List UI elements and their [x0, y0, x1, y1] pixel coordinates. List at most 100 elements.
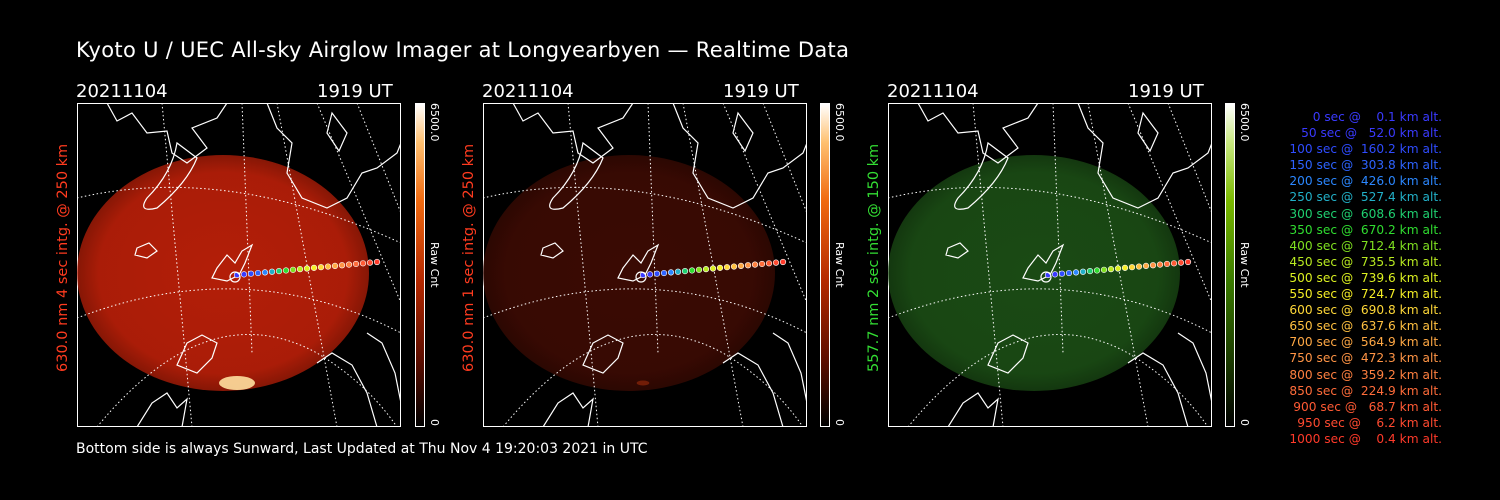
panel-1-colorbar [415, 103, 425, 427]
trajectory-point [1100, 266, 1108, 273]
coastline [1022, 243, 1065, 282]
trajectory-point [772, 259, 780, 266]
trajectory-point [779, 258, 787, 266]
coastline [136, 392, 188, 427]
coastline [540, 242, 564, 259]
trajectory-point [681, 268, 689, 275]
trajectory-point [296, 266, 304, 273]
trajectory-point [1051, 271, 1059, 278]
trajectory-point [338, 262, 346, 269]
legend-row: 50 sec @ 52.0 km alt. [1301, 126, 1442, 141]
trajectory-point [765, 260, 773, 267]
aurora-spot [636, 380, 650, 386]
panel-3-colorbar-max: 6500.0 [1238, 103, 1251, 142]
coastline [211, 243, 254, 282]
trajectory-point [723, 264, 731, 271]
meridian-line [241, 103, 253, 354]
trajectory-point [737, 262, 745, 269]
trajectory-point [373, 258, 381, 266]
meridian-line [1087, 103, 1149, 427]
meridian-line [682, 103, 744, 427]
meridian-line [722, 103, 807, 304]
trajectory-point [1079, 268, 1087, 275]
trajectory-point [744, 262, 752, 269]
legend-row: 350 sec @ 670.2 km alt. [1289, 222, 1442, 237]
trajectory-point [1065, 269, 1073, 277]
trajectory-point [688, 267, 696, 274]
coastline [1127, 352, 1189, 427]
trajectory-point [1149, 262, 1157, 269]
trajectory-point [730, 263, 738, 270]
trajectory-point [282, 267, 290, 274]
trajectory-point [1128, 264, 1136, 271]
panel-2-time: 1919 UT [723, 81, 799, 102]
panel-1-colorbar-min: 0 [428, 419, 441, 426]
coastline [106, 103, 228, 164]
panel-1-time: 1919 UT [317, 81, 393, 102]
trajectory-point [352, 260, 360, 268]
trajectory-point [1093, 267, 1101, 274]
panel-2-colorbar-unit: Raw Cnt [833, 242, 846, 288]
panel-3-time: 1919 UT [1128, 81, 1204, 102]
trajectory-point [261, 269, 269, 276]
coastline [134, 242, 158, 259]
panel-3-colorbar [1225, 103, 1235, 427]
panel-1-colorbar-unit: Raw Cnt [428, 242, 441, 288]
coastline [366, 332, 401, 404]
trajectory-point [702, 266, 710, 273]
trajectory-point [1121, 264, 1129, 271]
trajectory-point [289, 266, 297, 273]
footer-note: Bottom side is always Sunward, Last Upda… [76, 441, 648, 457]
coastline [1177, 332, 1212, 404]
trajectory-point [303, 265, 311, 272]
coastline [945, 242, 969, 259]
legend-row: 1000 sec @ 0.4 km alt. [1289, 431, 1442, 446]
trajectory-point [1135, 263, 1143, 270]
panel-1-side-label: 630.0 nm 4 sec intg. @ 250 km [55, 143, 71, 372]
coastline [672, 103, 807, 209]
legend-row: 950 sec @ 6.2 km alt. [1297, 415, 1442, 430]
coastline [542, 392, 594, 427]
trajectory-point [1114, 265, 1122, 272]
legend-row: 250 sec @ 527.4 km alt. [1289, 190, 1442, 205]
meridian-line [647, 103, 659, 354]
coastline [954, 141, 1009, 210]
legend-row: 0 sec @ 0.1 km alt. [1312, 110, 1442, 124]
panel-3-side-label: 557.7 nm 2 sec intg. @ 150 km [866, 143, 882, 372]
legend-row: 800 sec @ 359.2 km alt. [1289, 367, 1442, 382]
legend-row: 850 sec @ 224.9 km alt. [1289, 383, 1442, 398]
panel-2-colorbar-max: 6500.0 [833, 103, 846, 142]
trajectory-point [275, 268, 283, 275]
trajectory-point [646, 271, 654, 278]
airglow-disk [888, 155, 1180, 391]
panel-2-side-label: 630.0 nm 1 sec intg. @ 250 km [461, 143, 477, 372]
trajectory-point [1107, 266, 1115, 273]
legend-row: 400 sec @ 712.4 km alt. [1289, 238, 1442, 253]
airglow-disk [483, 155, 775, 391]
page-title: Kyoto U / UEC All-sky Airglow Imager at … [76, 38, 850, 62]
trajectory-point [247, 270, 255, 277]
trajectory-point [758, 260, 766, 268]
trajectory-point [240, 271, 248, 278]
trajectory-point [1163, 260, 1171, 268]
coastline [987, 334, 1029, 374]
station-marker [229, 271, 241, 283]
legend-row: 700 sec @ 564.9 km alt. [1289, 335, 1442, 350]
trajectory-point [660, 269, 668, 277]
panel-3-colorbar-unit: Raw Cnt [1238, 242, 1251, 288]
trajectory-point [366, 259, 374, 266]
trajectory-point [331, 262, 339, 269]
panel-2-date: 20211104 [482, 81, 574, 102]
coastline [316, 352, 378, 427]
legend-row: 500 sec @ 739.6 km alt. [1289, 270, 1442, 285]
trajectory-point [1170, 260, 1178, 267]
trajectory-point [1184, 258, 1192, 266]
panel-2-colorbar [820, 103, 830, 427]
coastline [617, 243, 660, 282]
meridian-line [1052, 103, 1064, 354]
meridian-line [276, 103, 338, 427]
legend-row: 900 sec @ 68.7 km alt. [1293, 399, 1442, 414]
trajectory-point [254, 269, 262, 277]
coastline [1137, 111, 1159, 153]
latitude-arc [888, 186, 1212, 244]
